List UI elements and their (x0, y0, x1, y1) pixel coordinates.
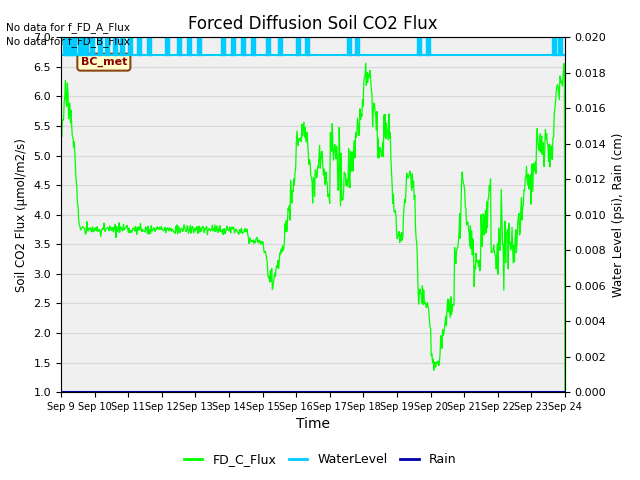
Y-axis label: Soil CO2 Flux (μmol/m2/s): Soil CO2 Flux (μmol/m2/s) (15, 138, 28, 292)
Text: No data for f_FD_B_Flux: No data for f_FD_B_Flux (6, 36, 131, 47)
Text: BC_met: BC_met (81, 57, 127, 67)
Text: No data for f_FD_A_Flux: No data for f_FD_A_Flux (6, 22, 131, 33)
Title: Forced Diffusion Soil CO2 Flux: Forced Diffusion Soil CO2 Flux (188, 15, 438, 33)
Legend: FD_C_Flux, WaterLevel, Rain: FD_C_Flux, WaterLevel, Rain (179, 448, 461, 471)
Y-axis label: Water Level (psi), Rain (cm): Water Level (psi), Rain (cm) (612, 132, 625, 297)
X-axis label: Time: Time (296, 418, 330, 432)
